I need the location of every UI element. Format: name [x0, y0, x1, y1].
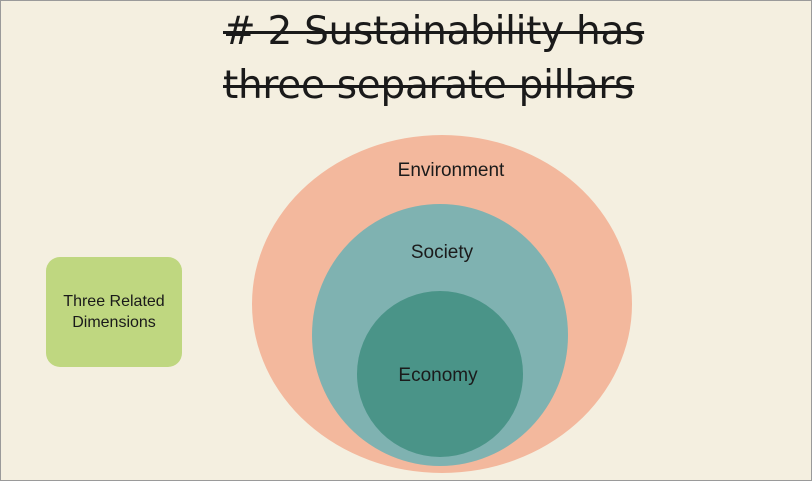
economy-circle — [357, 291, 523, 457]
nested-pillars-diagram: Environment Society Economy — [252, 135, 632, 473]
three-dimensions-label: Three Related Dimensions — [63, 293, 165, 331]
three-dimensions-box: Three Related Dimensions — [46, 257, 182, 367]
slide-title-line-1: # 2 Sustainability has — [223, 9, 645, 54]
slide-title-line-2: three separate pillars — [223, 63, 635, 108]
society-label: Society — [411, 242, 474, 263]
slide-title: # 2 Sustainability has three separate pi… — [223, 5, 703, 113]
economy-label: Economy — [398, 365, 478, 386]
environment-label: Environment — [398, 160, 505, 181]
